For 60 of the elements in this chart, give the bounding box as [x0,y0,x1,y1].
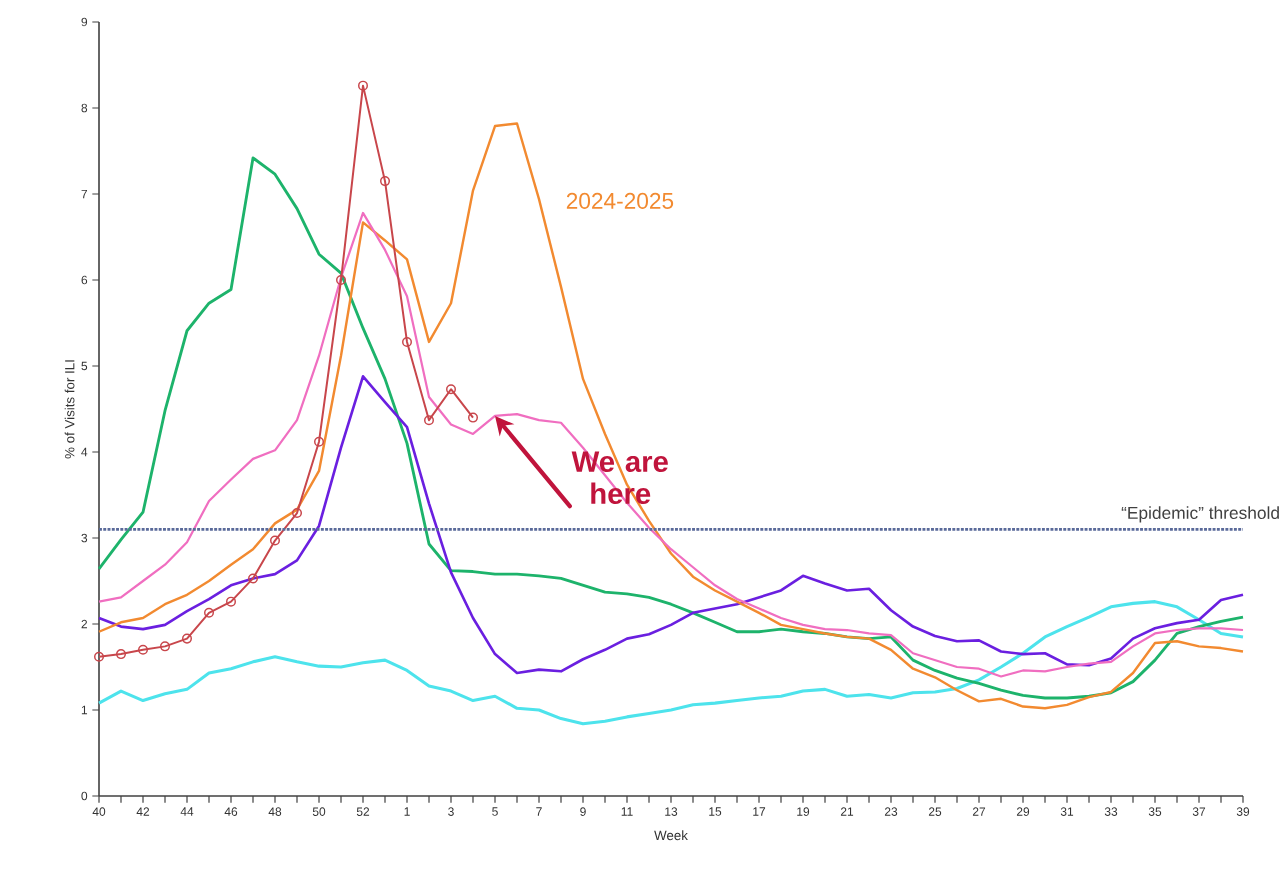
x-tick-label: 37 [1192,807,1206,816]
x-tick-label: 31 [1060,807,1074,816]
point [446,384,457,395]
x-tick-label: 48 [268,807,282,816]
x-axis-title: Week [654,830,688,841]
x-tick-label: 19 [797,807,810,816]
point [225,596,237,607]
x-tick-label: 5 [492,807,498,816]
point [94,651,105,662]
y-tick-label: 6 [81,275,88,285]
x-tick-label: 35 [1148,807,1162,816]
x-tick-label: 33 [1104,807,1118,816]
x-tick-label: 13 [665,807,678,816]
x-tick-label: 11 [621,807,633,816]
x-tick-label: 17 [753,807,766,816]
line-series [97,600,1245,726]
point [358,80,369,91]
x-tick-label: 23 [884,807,898,816]
point [314,436,325,447]
x-tick-label: 52 [356,807,370,816]
x-tick-label: 40 [92,807,106,816]
x-tick-label: 7 [536,807,542,816]
point [424,415,435,426]
point [402,336,413,347]
x-tick-label: 15 [709,807,722,816]
point [248,573,259,584]
y-tick-label: 8 [81,103,88,113]
x-tick-label: 27 [972,807,986,816]
ref-line-label: “Epidemic” threshold [1121,506,1279,523]
y-tick-label: 0 [81,791,88,801]
point [203,607,215,618]
x-tick-label: 39 [1236,807,1250,816]
series-label: 2024-2025 [566,192,674,209]
x-tick-label: 9 [580,807,586,816]
y-tick-label: 7 [81,189,88,199]
point [160,641,171,652]
x-tick-label: 3 [448,807,454,816]
y-tick-label: 3 [81,533,88,543]
x-tick-label: 42 [136,807,150,816]
point [182,633,193,644]
y-tick-label: 5 [81,361,88,371]
y-tick-label: 9 [81,17,88,27]
x-tick-label: 1 [404,807,410,816]
y-tick-label: 2 [81,619,88,629]
x-tick-label: 21 [840,807,854,816]
x-tick-label: 29 [1016,807,1030,816]
point [137,644,149,655]
x-tick-label: 50 [312,807,326,816]
point [467,412,479,423]
point [291,508,303,519]
y-tick-label: 4 [81,447,88,457]
x-tick-label: 44 [180,807,194,816]
x-tick-label: 46 [224,807,238,816]
y-tick-label: 1 [81,705,88,715]
x-tick-label: 25 [928,807,942,816]
y-axis-title: % of Visits for ILI [64,360,75,459]
point [336,275,347,286]
point [270,535,281,546]
point [379,176,391,187]
point [115,649,127,660]
